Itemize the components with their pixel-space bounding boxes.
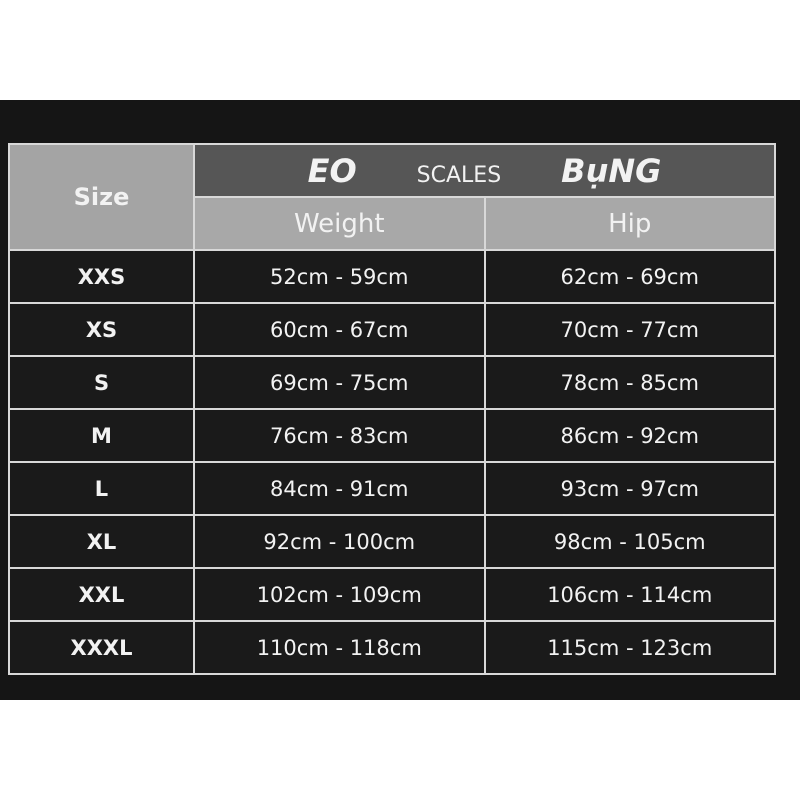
- table-row: L 84cm - 91cm 93cm - 97cm: [8, 461, 776, 516]
- size-cell: XL: [8, 514, 195, 569]
- weight-cell: 52cm - 59cm: [193, 249, 486, 304]
- title-right: BụNG: [561, 151, 662, 190]
- hip-cell: 62cm - 69cm: [483, 249, 776, 304]
- table-title: EO SCALES BụNG: [193, 143, 776, 198]
- hip-cell: 115cm - 123cm: [483, 620, 776, 675]
- size-cell: XXL: [8, 567, 195, 622]
- hip-header: Hip: [483, 196, 776, 251]
- weight-cell: 110cm - 118cm: [193, 620, 486, 675]
- size-cell: L: [8, 461, 195, 516]
- hip-cell: 98cm - 105cm: [483, 514, 776, 569]
- hip-cell: 78cm - 85cm: [483, 355, 776, 410]
- weight-header: Weight: [193, 196, 486, 251]
- table-row: M 76cm - 83cm 86cm - 92cm: [8, 408, 776, 463]
- size-header: Size: [8, 143, 195, 251]
- hip-cell: 106cm - 114cm: [483, 567, 776, 622]
- size-chart-table: Size EO SCALES BụNG Weight Hip XXS 52cm - 5…: [8, 143, 776, 675]
- title-mid: SCALES: [416, 162, 502, 188]
- size-cell: XS: [8, 302, 195, 357]
- size-cell: XXS: [8, 249, 195, 304]
- table-row: XXS 52cm - 59cm 62cm - 69cm: [8, 249, 776, 304]
- table-row: XXL 102cm - 109cm 106cm - 114cm: [8, 567, 776, 622]
- weight-cell: 84cm - 91cm: [193, 461, 486, 516]
- size-cell: M: [8, 408, 195, 463]
- weight-cell: 60cm - 67cm: [193, 302, 486, 357]
- size-cell: S: [8, 355, 195, 410]
- weight-cell: 102cm - 109cm: [193, 567, 486, 622]
- weight-cell: 76cm - 83cm: [193, 408, 486, 463]
- hip-cell: 93cm - 97cm: [483, 461, 776, 516]
- table-row: XL 92cm - 100cm 98cm - 105cm: [8, 514, 776, 569]
- table-row: S 69cm - 75cm 78cm - 85cm: [8, 355, 776, 410]
- hip-cell: 70cm - 77cm: [483, 302, 776, 357]
- table-row: XS 60cm - 67cm 70cm - 77cm: [8, 302, 776, 357]
- weight-cell: 92cm - 100cm: [193, 514, 486, 569]
- title-left: EO: [307, 151, 357, 190]
- table-row: XXXL 110cm - 118cm 115cm - 123cm: [8, 620, 776, 675]
- weight-cell: 69cm - 75cm: [193, 355, 486, 410]
- hip-cell: 86cm - 92cm: [483, 408, 776, 463]
- size-cell: XXXL: [8, 620, 195, 675]
